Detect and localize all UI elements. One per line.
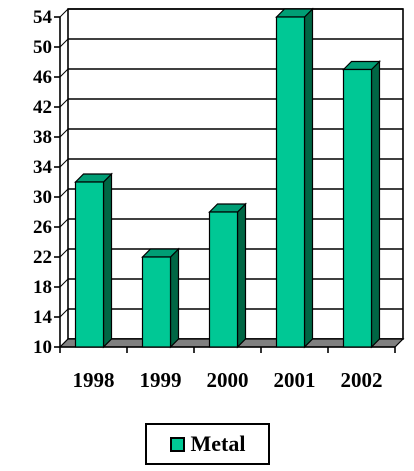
bars: [74, 7, 381, 349]
y-tick-label: 14: [33, 307, 53, 328]
y-tick-label: 30: [33, 187, 52, 208]
bar-front: [141, 256, 172, 348]
labels: 10 14 18 22 26 30 34 38 42 46 50 54 1998 1999 2000 2001…: [33, 7, 383, 392]
y-tick-label: 18: [33, 277, 52, 298]
gridline-depth: [59, 248, 69, 258]
legend: Metal: [145, 423, 270, 465]
gridline-depth: [59, 218, 69, 228]
gridline-depth: [59, 8, 69, 18]
bar-front: [275, 16, 306, 348]
x-tick-label: 1998: [73, 368, 115, 392]
bar-front: [342, 68, 373, 348]
x-tick-label: 2002: [341, 368, 383, 392]
gridline-depth: [59, 98, 69, 108]
y-tick-label: 22: [33, 247, 52, 268]
bar: [342, 60, 381, 349]
gridline-depth: [59, 308, 69, 318]
y-tick-label: 34: [33, 157, 53, 178]
bar: [208, 202, 247, 349]
gridline-depth: [59, 158, 69, 168]
y-tick-label: 38: [33, 127, 52, 148]
gridline-depth: [59, 278, 69, 288]
y-tick-label: 42: [33, 97, 52, 118]
y-tick-label: 54: [33, 7, 53, 28]
bar: [74, 172, 113, 349]
bar-side: [236, 202, 247, 349]
y-tick-label: 10: [33, 337, 52, 358]
x-tick-label: 2001: [274, 368, 316, 392]
bar-front: [74, 181, 105, 348]
gridline-depth: [59, 68, 69, 78]
bar-front: [208, 211, 239, 348]
gridline-depth: [59, 128, 69, 138]
bar: [275, 7, 314, 349]
y-tick-label: 46: [33, 67, 52, 88]
y-tick-label: 26: [33, 217, 52, 238]
gridline-depth: [59, 188, 69, 198]
x-tick-label: 2000: [207, 368, 249, 392]
legend-swatch-metal: [169, 436, 185, 452]
chart: 10 14 18 22 26 30 34 38 42 46 50 54 1998 1999 2000 2001…: [33, 7, 405, 392]
bar-side: [169, 247, 180, 349]
y-tick-label: 50: [33, 37, 52, 58]
legend-label-metal: Metal: [190, 431, 246, 456]
bar-side: [303, 7, 314, 349]
gridline-depth: [59, 38, 69, 48]
bar: [141, 247, 180, 349]
x-tick-label: 1999: [140, 368, 182, 392]
bar-side: [370, 60, 381, 349]
bar-side: [102, 172, 113, 349]
